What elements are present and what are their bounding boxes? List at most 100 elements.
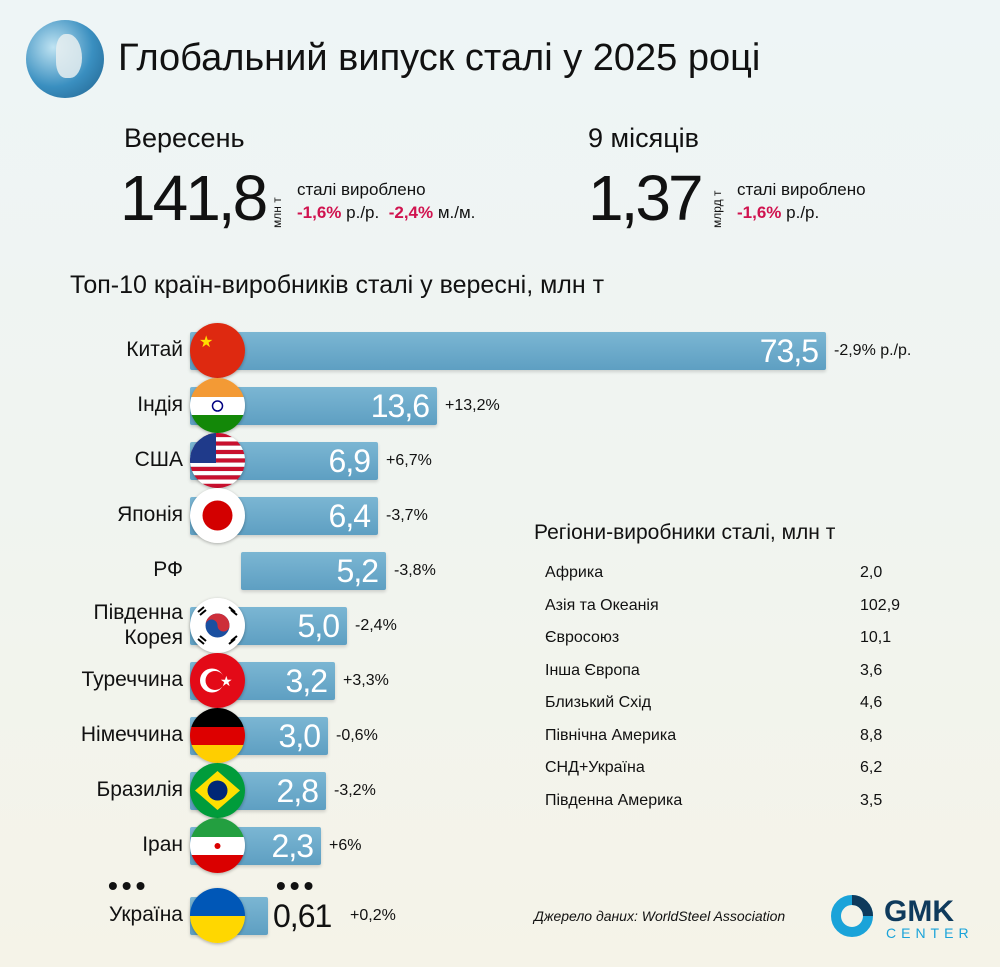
country-label: Японія: [117, 503, 183, 527]
value-label: 0,61: [273, 898, 332, 934]
region-value: 8,8: [860, 726, 883, 744]
region-row: СНД+Україна 6,2: [545, 758, 905, 778]
bar-row: Німеччина 3,0 -0,6%: [0, 708, 900, 763]
change-label: +13,2%: [445, 397, 500, 414]
flag-iran-icon: [190, 818, 245, 873]
country-label: РФ: [153, 558, 183, 582]
bar-row: Бразилія 2,8 -3,2%: [0, 763, 900, 818]
value-label: 6,4: [328, 498, 371, 534]
ytd-value: 1,37: [588, 162, 704, 234]
region-name: Азія та Океанія: [545, 596, 659, 614]
region-value: 6,2: [860, 759, 883, 776]
region-value: 3,6: [860, 661, 883, 679]
globe-icon: [26, 20, 104, 98]
bar: [190, 332, 826, 370]
value-label: 2,3: [271, 828, 314, 864]
change-label: +6,7%: [386, 452, 432, 469]
bar: [241, 552, 386, 590]
flag-india-icon: [190, 378, 245, 433]
country-label: Німеччина: [80, 723, 183, 747]
logo-text-center: CENTER: [886, 925, 974, 941]
country-label: Бразилія: [96, 778, 183, 802]
flag-japan-icon: [190, 488, 245, 543]
change-label: +6%: [329, 837, 362, 854]
svg-text:★: ★: [199, 334, 213, 351]
region-value: 2,0: [860, 564, 883, 581]
region-row: Інша Європа 3,6: [545, 661, 905, 681]
change-label: -2,4%: [355, 617, 397, 634]
change-label: -3,8%: [394, 562, 436, 579]
month-unit: млн т: [270, 197, 284, 228]
value-label: 13,6: [370, 388, 430, 424]
bar-row: Туреччина ★ 3,2 +3,3%: [0, 653, 900, 708]
bar-row: Китай ★ 73,5 -2,9% р./р.: [0, 323, 911, 378]
country-label: Індія: [137, 393, 183, 417]
region-row: Північна Америка 8,8: [545, 726, 905, 746]
ytd-desc: сталі вироблено: [737, 180, 866, 199]
country-label: Південна Корея: [93, 601, 184, 649]
value-label: 6,9: [328, 443, 371, 479]
country-label: США: [134, 448, 183, 472]
gmk-logo: GMK CENTER: [830, 892, 980, 947]
region-row: Африка 2,0: [545, 563, 905, 583]
region-row: Євросоюз 10,1: [545, 628, 905, 648]
flag-usa-icon: [190, 433, 245, 488]
flag-ukraine-icon: [190, 888, 245, 943]
country-label: Україна: [108, 903, 183, 927]
ellipsis-right: •••: [276, 870, 318, 901]
change-label: +0,2%: [350, 907, 396, 924]
change-label: -2,9% р./р.: [834, 342, 912, 359]
country-label: Іран: [142, 833, 183, 857]
bar-row: Україна 0,61 +0,2%: [0, 888, 900, 943]
value-label: 5,2: [336, 553, 379, 589]
chart-title: Топ-10 країн-виробників сталі у вересні,…: [70, 271, 605, 299]
region-name: СНД+Україна: [545, 759, 645, 776]
bar-row: Південна Корея 5,0 -2,4%: [0, 598, 900, 653]
bar-row: Індія 13,6 +13,2%: [0, 378, 900, 433]
change-label: +3,3%: [343, 672, 389, 689]
change-label: -0,6%: [336, 727, 378, 744]
region-name: Північна Америка: [545, 726, 677, 744]
bar-row: Японія 6,4 -3,7%: [0, 488, 900, 543]
bar-row: США 6,9 +6,7%: [0, 433, 900, 488]
value-label: 73,5: [759, 333, 819, 369]
value-label: 3,2: [285, 663, 328, 699]
ellipsis-left: •••: [108, 870, 150, 901]
region-row: Близький Схід 4,6: [545, 693, 905, 713]
page-title: Глобальний випуск сталі у 2025 році: [118, 37, 761, 79]
logo-text-gmk: GMK: [884, 895, 954, 928]
country-label: Китай: [126, 338, 183, 362]
regions-title: Регіони-виробники сталі, млн т: [534, 521, 836, 544]
region-name: Євросоюз: [545, 629, 620, 646]
flag-germany-icon: [190, 708, 245, 763]
change-label: -3,7%: [386, 507, 428, 524]
flag-china-icon: ★: [190, 323, 245, 378]
svg-text:★: ★: [220, 673, 233, 689]
month-changes: -1,6% р./р. -2,4% м./м.: [297, 203, 476, 222]
region-name: Африка: [545, 564, 604, 581]
ytd-unit: млрд т: [710, 190, 724, 228]
flag-south-korea-icon: [190, 598, 245, 653]
country-label: Туреччина: [81, 668, 183, 692]
region-name: Південна Америка: [545, 791, 683, 809]
value-label: 5,0: [297, 608, 340, 644]
region-value: 4,6: [860, 694, 883, 711]
ytd-changes: -1,6% р./р.: [737, 203, 820, 222]
flag-turkey-icon: ★: [190, 653, 245, 708]
bar-row: Іран 2,3 +6%: [0, 818, 900, 873]
month-label: Вересень: [124, 123, 245, 153]
region-value: 3,5: [860, 791, 883, 809]
month-value: 141,8: [120, 162, 268, 234]
flag-brazil-icon: [190, 763, 245, 818]
region-value: 10,1: [860, 629, 892, 646]
value-label: 2,8: [276, 773, 319, 809]
region-name: Інша Європа: [545, 661, 640, 679]
region-row: Південна Америка 3,5: [545, 791, 905, 811]
ytd-label: 9 місяців: [588, 123, 700, 153]
month-desc: сталі вироблено: [297, 180, 426, 199]
region-name: Близький Схід: [545, 694, 652, 711]
region-row: Азія та Океанія 102,9: [545, 596, 905, 616]
source-note: Джерело даних: WorldSteel Association: [534, 908, 786, 924]
bar-row: РФ 5,2 -3,8%: [0, 543, 900, 598]
value-label: 3,0: [278, 718, 321, 754]
